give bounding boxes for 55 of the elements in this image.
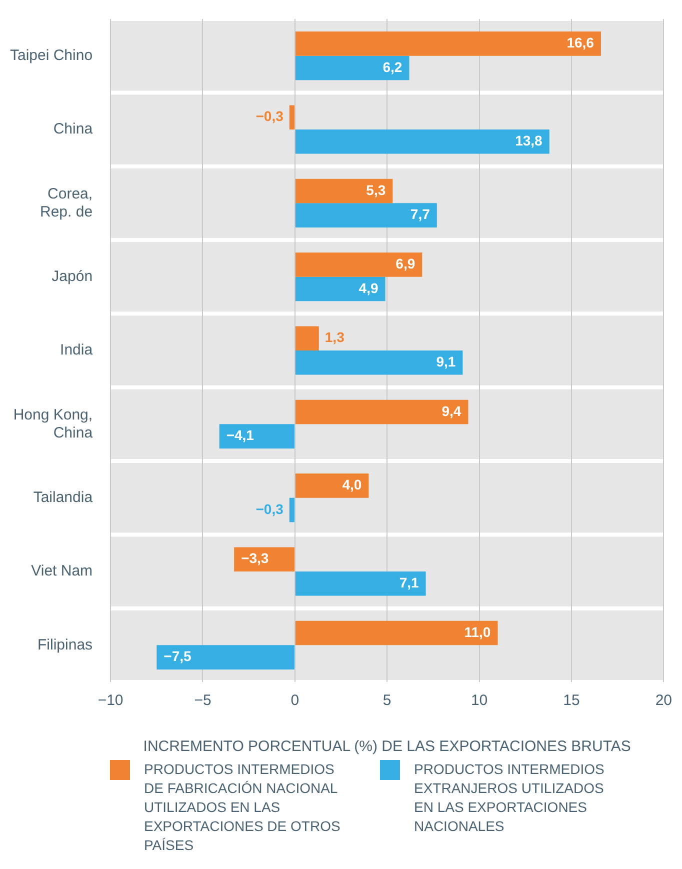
data-label: −0,3 — [256, 500, 284, 517]
bar — [295, 178, 393, 204]
bar — [295, 252, 422, 277]
bar — [156, 645, 294, 670]
legend-label: PRODUCTOS INTERMEDIOS EXTRANJEROS UTILIZADOS EN LAS EXPORTACIONES NACIONALES — [414, 760, 606, 836]
bar — [295, 130, 550, 154]
data-label: 7,7 — [410, 206, 430, 222]
data-label: −7,5 — [164, 648, 192, 664]
data-label: 16,6 — [566, 34, 594, 51]
data-label: −3,3 — [241, 550, 269, 566]
x-tick-label: −5 — [194, 692, 212, 710]
bar — [289, 498, 294, 522]
data-label: −0,3 — [256, 108, 284, 124]
y-tick-label: Filipinas — [38, 636, 93, 654]
bar — [295, 203, 437, 228]
bar — [234, 547, 294, 572]
data-label: 9,1 — [436, 354, 456, 370]
data-label: 11,0 — [464, 624, 491, 640]
bar — [295, 350, 463, 375]
data-label: −4,1 — [226, 427, 254, 444]
y-tick-label: Hong Kong, China — [13, 406, 94, 442]
data-label: 9,4 — [442, 402, 462, 419]
x-axis-title: INCREMENTO PORCENTUAL (%) DE LAS EXPORTACIONES BRUTAS — [143, 738, 631, 756]
bar — [295, 56, 410, 80]
x-tick-label: 15 — [563, 692, 580, 710]
data-label: 4,0 — [342, 476, 362, 493]
y-tick-label: Japón — [52, 268, 93, 285]
x-tick-label: −10 — [98, 692, 124, 710]
bar — [295, 474, 369, 498]
x-tick-label: 5 — [382, 692, 392, 710]
bar — [289, 105, 294, 130]
y-tick-label: Corea, Rep. de — [40, 185, 93, 220]
bar — [295, 326, 319, 350]
data-label: 6,2 — [382, 58, 402, 75]
bar — [295, 32, 601, 56]
bar — [295, 276, 386, 302]
data-label: 1,3 — [324, 329, 345, 346]
data-label: 4,9 — [358, 280, 378, 296]
data-label: 5,3 — [366, 182, 386, 198]
data-label: 7,1 — [399, 574, 420, 591]
y-tick-label: India — [60, 342, 94, 359]
y-tick-label: Taipei Chino — [10, 46, 93, 64]
x-tick-label: 0 — [290, 692, 300, 710]
legend-label: PRODUCTOS INTERMEDIOS DE FABRICACIÓN NACIONAL UTILIZADOS EN LAS EXPORTACIONES DE OTROS PAÍSES — [144, 760, 342, 855]
bar — [295, 400, 468, 424]
y-tick-label: China — [53, 120, 94, 138]
bar — [295, 620, 498, 646]
data-label: 13,8 — [515, 132, 543, 149]
bar — [219, 424, 294, 448]
y-tick-label: Tailandia — [33, 488, 94, 506]
bar — [295, 572, 426, 596]
x-tick-label: 20 — [655, 692, 672, 710]
y-tick-label: Viet Nam — [31, 562, 93, 580]
x-tick-label: 10 — [470, 692, 488, 710]
data-label: 6,9 — [396, 256, 416, 272]
